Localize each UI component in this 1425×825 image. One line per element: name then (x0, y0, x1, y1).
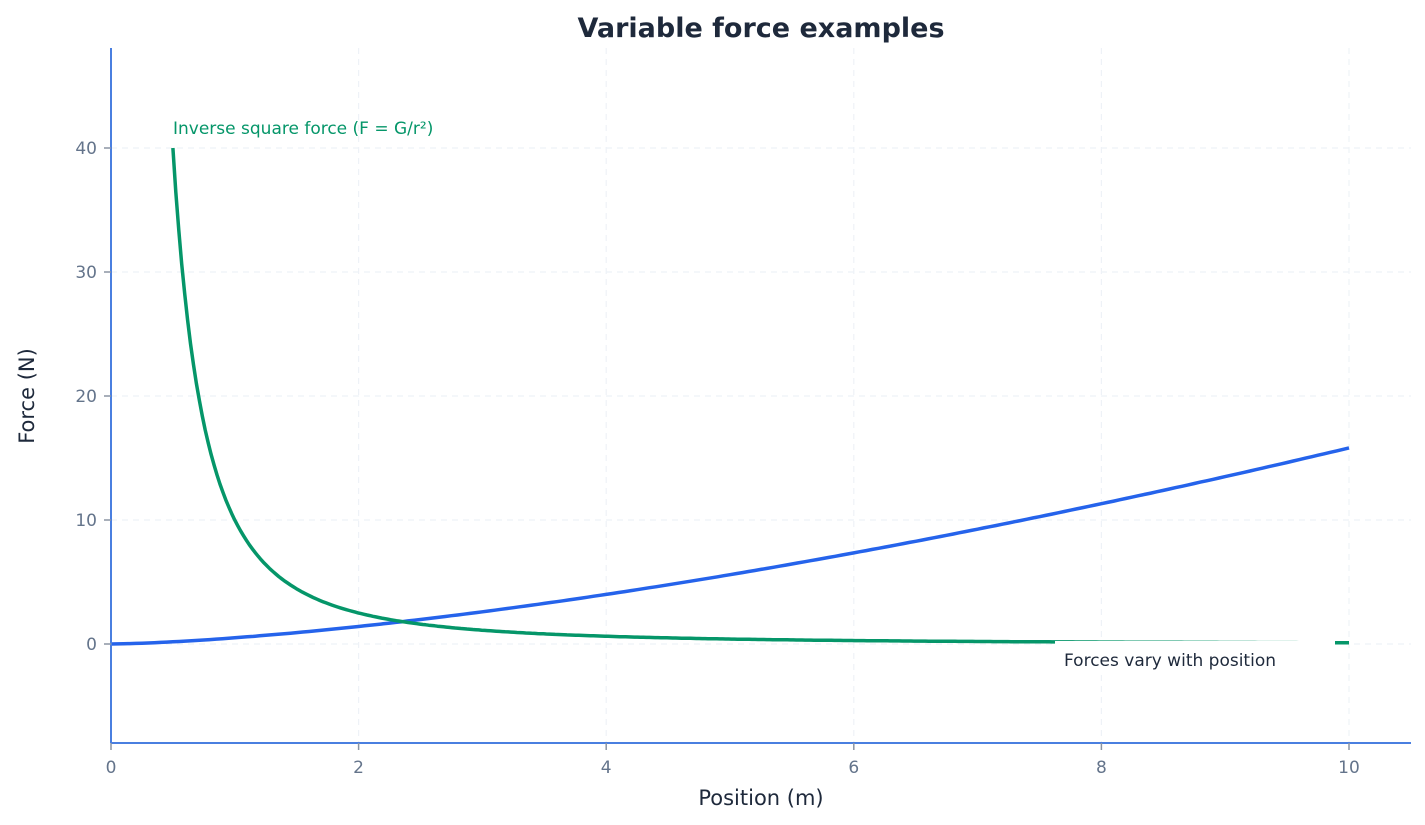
x-axis-label: Position (m) (698, 786, 823, 810)
y-axis-ticks: 0 10 20 30 40 (75, 139, 111, 655)
chart-title: Variable force examples (577, 13, 944, 44)
y-tick-label: 40 (75, 139, 97, 159)
annotation-text: Forces vary with position (1064, 651, 1276, 671)
y-axis-label: Force (N) (15, 348, 39, 444)
x-axis-ticks: 0 2 4 6 8 10 (106, 743, 1360, 778)
x-tick-label: 8 (1096, 758, 1107, 778)
y-tick-label: 10 (75, 511, 97, 531)
y-tick-label: 30 (75, 263, 97, 283)
x-tick-label: 0 (106, 758, 117, 778)
x-tick-label: 4 (601, 758, 612, 778)
series-line-spring (110, 446, 1350, 646)
x-tick-label: 6 (848, 758, 859, 778)
x-tick-label: 2 (353, 758, 364, 778)
x-tick-label: 10 (1338, 758, 1360, 778)
y-tick-label: 0 (86, 635, 97, 655)
annotation-box (1055, 641, 1335, 675)
series-label-inverse-square: Inverse square force (F = G/r²) (173, 119, 433, 139)
y-tick-label: 20 (75, 387, 97, 407)
